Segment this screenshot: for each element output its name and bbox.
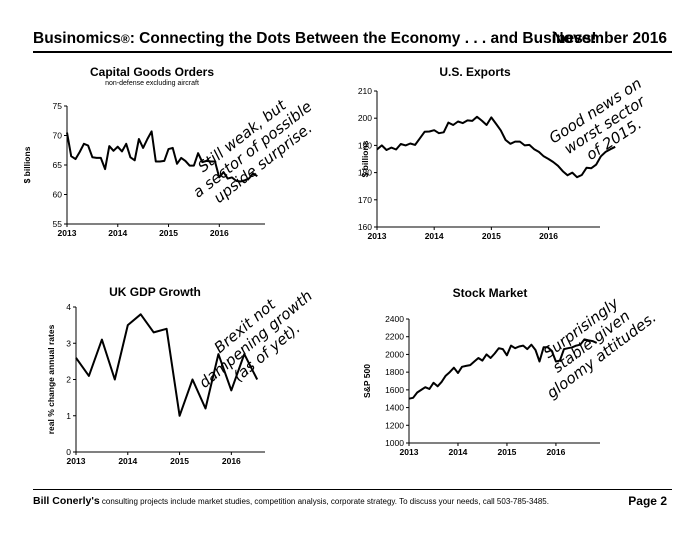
y-axis-label: $ billions [22, 146, 32, 183]
y-tick-label: 2400 [385, 314, 404, 324]
chart-title: UK GDP Growth [109, 285, 201, 299]
series-line [75, 313, 259, 417]
chart-ukgdp: UK GDP Growth 0 1 2 3 4 2013 2014 2015 2016 real %… [46, 285, 316, 466]
x-tick-label: 2015 [482, 231, 501, 241]
title-tagline: : Connecting the Dots Between the Econom… [129, 30, 597, 47]
y-tick-label: 55 [53, 219, 63, 229]
newsletter-title: Businomics®: Connecting the Dots Between… [33, 30, 596, 48]
y-tick-label: 190 [358, 140, 372, 150]
x-tick-label: 2014 [118, 456, 137, 466]
y-axis-label: $ billions [360, 140, 370, 177]
chart-exports: U.S. Exports 160 170 180 190 200 210 2013 2014 20… [358, 65, 649, 241]
y-tick-label: 1800 [385, 367, 404, 377]
x-tick-label: 2016 [539, 231, 558, 241]
issue-date: November 2016 [552, 30, 667, 47]
chart-title: U.S. Exports [439, 65, 511, 79]
x-tick-label: 2013 [58, 228, 77, 238]
x-tick-label: 2014 [108, 228, 127, 238]
x-tick-label: 2016 [546, 447, 565, 457]
y-tick-label: 70 [53, 131, 63, 141]
y-tick-label: 180 [358, 168, 372, 178]
x-tick-label: 2014 [449, 447, 468, 457]
x-tick-label: 2014 [425, 231, 444, 241]
y-tick-label: 1 [66, 411, 71, 421]
x-tick-label: 2015 [170, 456, 189, 466]
y-tick-label: 75 [53, 101, 63, 111]
y-tick-label: 0 [66, 447, 71, 457]
registered-mark: ® [120, 32, 130, 46]
y-tick-label: 1400 [385, 403, 404, 413]
y-tick-label: 1000 [385, 438, 404, 448]
chart-title: Stock Market [453, 286, 528, 300]
footer-author: Bill Conerly's [33, 495, 100, 507]
x-tick-label: 2013 [368, 231, 387, 241]
series-line [376, 115, 616, 179]
series-line [408, 338, 598, 400]
chart-title: Capital Goods Orders [90, 65, 214, 79]
y-tick-label: 3 [66, 338, 71, 348]
y-axis-label: real % change annual rates [46, 324, 56, 434]
footer-message: consulting projects include market studi… [99, 497, 549, 506]
y-tick-label: 4 [66, 302, 71, 312]
y-tick-label: 2200 [385, 332, 404, 342]
title-brand: Businomics [33, 30, 121, 47]
y-tick-label: 2 [66, 375, 71, 385]
x-tick-label: 2013 [67, 456, 86, 466]
y-tick-label: 170 [358, 195, 372, 205]
header-rule [33, 51, 672, 53]
y-tick-label: 200 [358, 113, 372, 123]
y-tick-label: 60 [53, 190, 63, 200]
y-tick-label: 210 [358, 86, 372, 96]
chart-subtitle: non-defense excluding aircraft [105, 80, 199, 87]
y-tick-label: 160 [358, 222, 372, 232]
y-axis-label: S&P 500 [362, 364, 372, 398]
x-tick-label: 2015 [497, 447, 516, 457]
y-tick-label: 65 [53, 160, 63, 170]
footer-text: Bill Conerly's consulting projects inclu… [33, 495, 549, 507]
y-tick-label: 1600 [385, 385, 404, 395]
x-tick-label: 2015 [159, 228, 178, 238]
series-line [66, 130, 258, 183]
chart-stocks: Stock Market 1000 1200 1400 1600 1800 2000 2200… [362, 286, 660, 457]
page-number: Page 2 [628, 494, 667, 508]
footer-rule [33, 489, 672, 490]
y-tick-label: 2000 [385, 349, 404, 359]
annotation-line: a sector of possible [189, 97, 315, 201]
y-tick-label: 1200 [385, 420, 404, 430]
x-tick-label: 2013 [400, 447, 419, 457]
x-tick-label: 2016 [222, 456, 241, 466]
x-tick-label: 2016 [210, 228, 229, 238]
